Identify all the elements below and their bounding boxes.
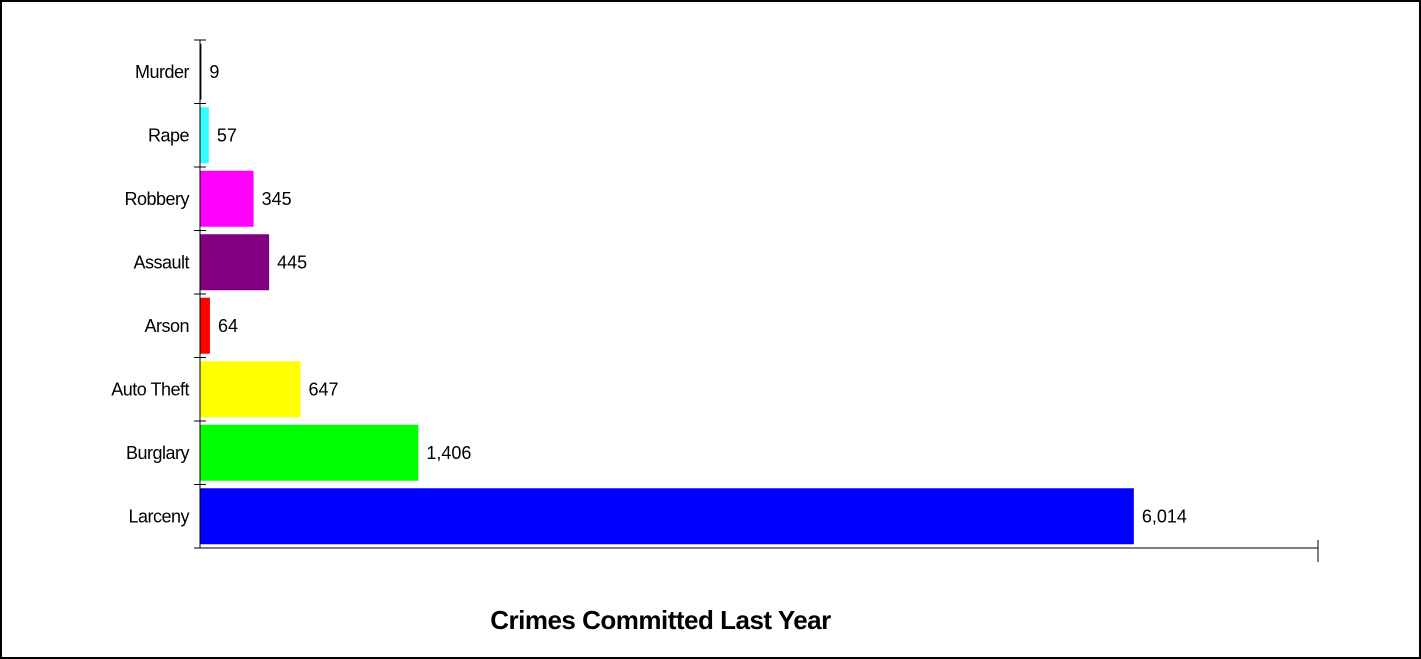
category-label: Burglary — [126, 443, 190, 463]
bars-layer — [200, 43, 1134, 545]
value-label: 445 — [277, 252, 307, 272]
labels-layer: Murder 9 Rape 57 Robbery 345 Assault 445 Arson 64… — [111, 62, 1187, 527]
category-label: Robbery — [124, 189, 189, 209]
category-label: Rape — [148, 125, 190, 145]
bar-burglary — [200, 424, 419, 481]
category-label: Larceny — [128, 506, 189, 526]
bar-robbery — [200, 170, 254, 227]
value-label: 9 — [209, 62, 219, 82]
value-label: 57 — [217, 125, 237, 145]
value-label: 64 — [218, 316, 238, 336]
value-label: 6,014 — [1142, 506, 1187, 526]
chart-title: Crimes Committed Last Year — [490, 605, 831, 635]
bar-assault — [200, 234, 270, 291]
category-label: Murder — [135, 62, 190, 82]
bar-rape — [200, 107, 209, 164]
axis-ticks — [194, 39, 1319, 562]
bar-auto-theft — [200, 361, 301, 418]
category-label: Assault — [133, 252, 189, 272]
bar-murder — [200, 43, 202, 100]
category-label: Auto Theft — [111, 379, 189, 399]
value-label: 1,406 — [426, 443, 471, 463]
category-label: Arson — [144, 316, 189, 336]
bar-larceny — [200, 488, 1134, 545]
value-label: 647 — [308, 379, 338, 399]
bar-arson — [200, 297, 210, 354]
value-label: 345 — [262, 189, 292, 209]
